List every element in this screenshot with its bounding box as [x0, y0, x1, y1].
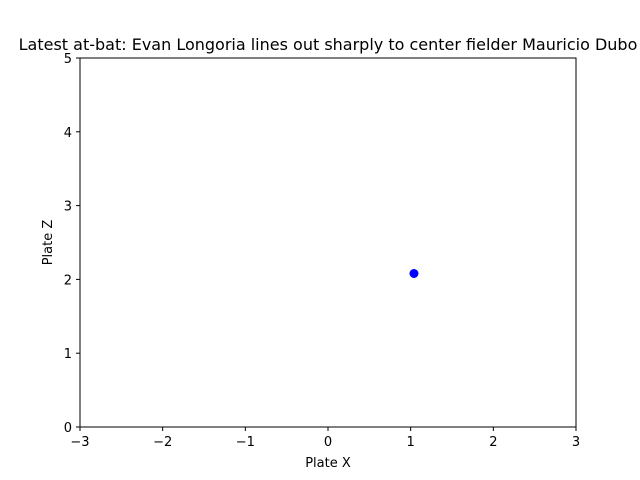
pitch-location-point: [409, 268, 419, 278]
y-axis-ticks: 0 1 2 3 4 5: [64, 52, 80, 436]
x-tick-label: 3: [572, 435, 580, 450]
y-axis-label: Plate Z: [41, 220, 56, 266]
x-tick-label: 1: [407, 435, 415, 450]
x-axis-label: Plate X: [305, 456, 351, 471]
plot-area-frame: [79, 57, 577, 428]
y-tick-label: 2: [64, 273, 72, 288]
x-tick-label: 2: [489, 435, 497, 450]
y-tick-label: 4: [64, 126, 72, 141]
y-tick-label: 0: [64, 421, 72, 436]
y-tick-label: 3: [64, 200, 72, 215]
x-tick-label: −2: [153, 435, 172, 450]
chart-title: Latest at-bat: Evan Longoria lines out s…: [19, 35, 638, 54]
y-tick-label: 1: [64, 347, 72, 362]
x-tick-label: −3: [70, 435, 89, 450]
scatter-points: [409, 268, 419, 278]
x-axis-ticks: −3 −2 −1 0 1 2 3: [70, 427, 580, 450]
x-tick-label: −1: [236, 435, 255, 450]
y-tick-label: 5: [64, 52, 72, 67]
x-tick-label: 0: [324, 435, 332, 450]
